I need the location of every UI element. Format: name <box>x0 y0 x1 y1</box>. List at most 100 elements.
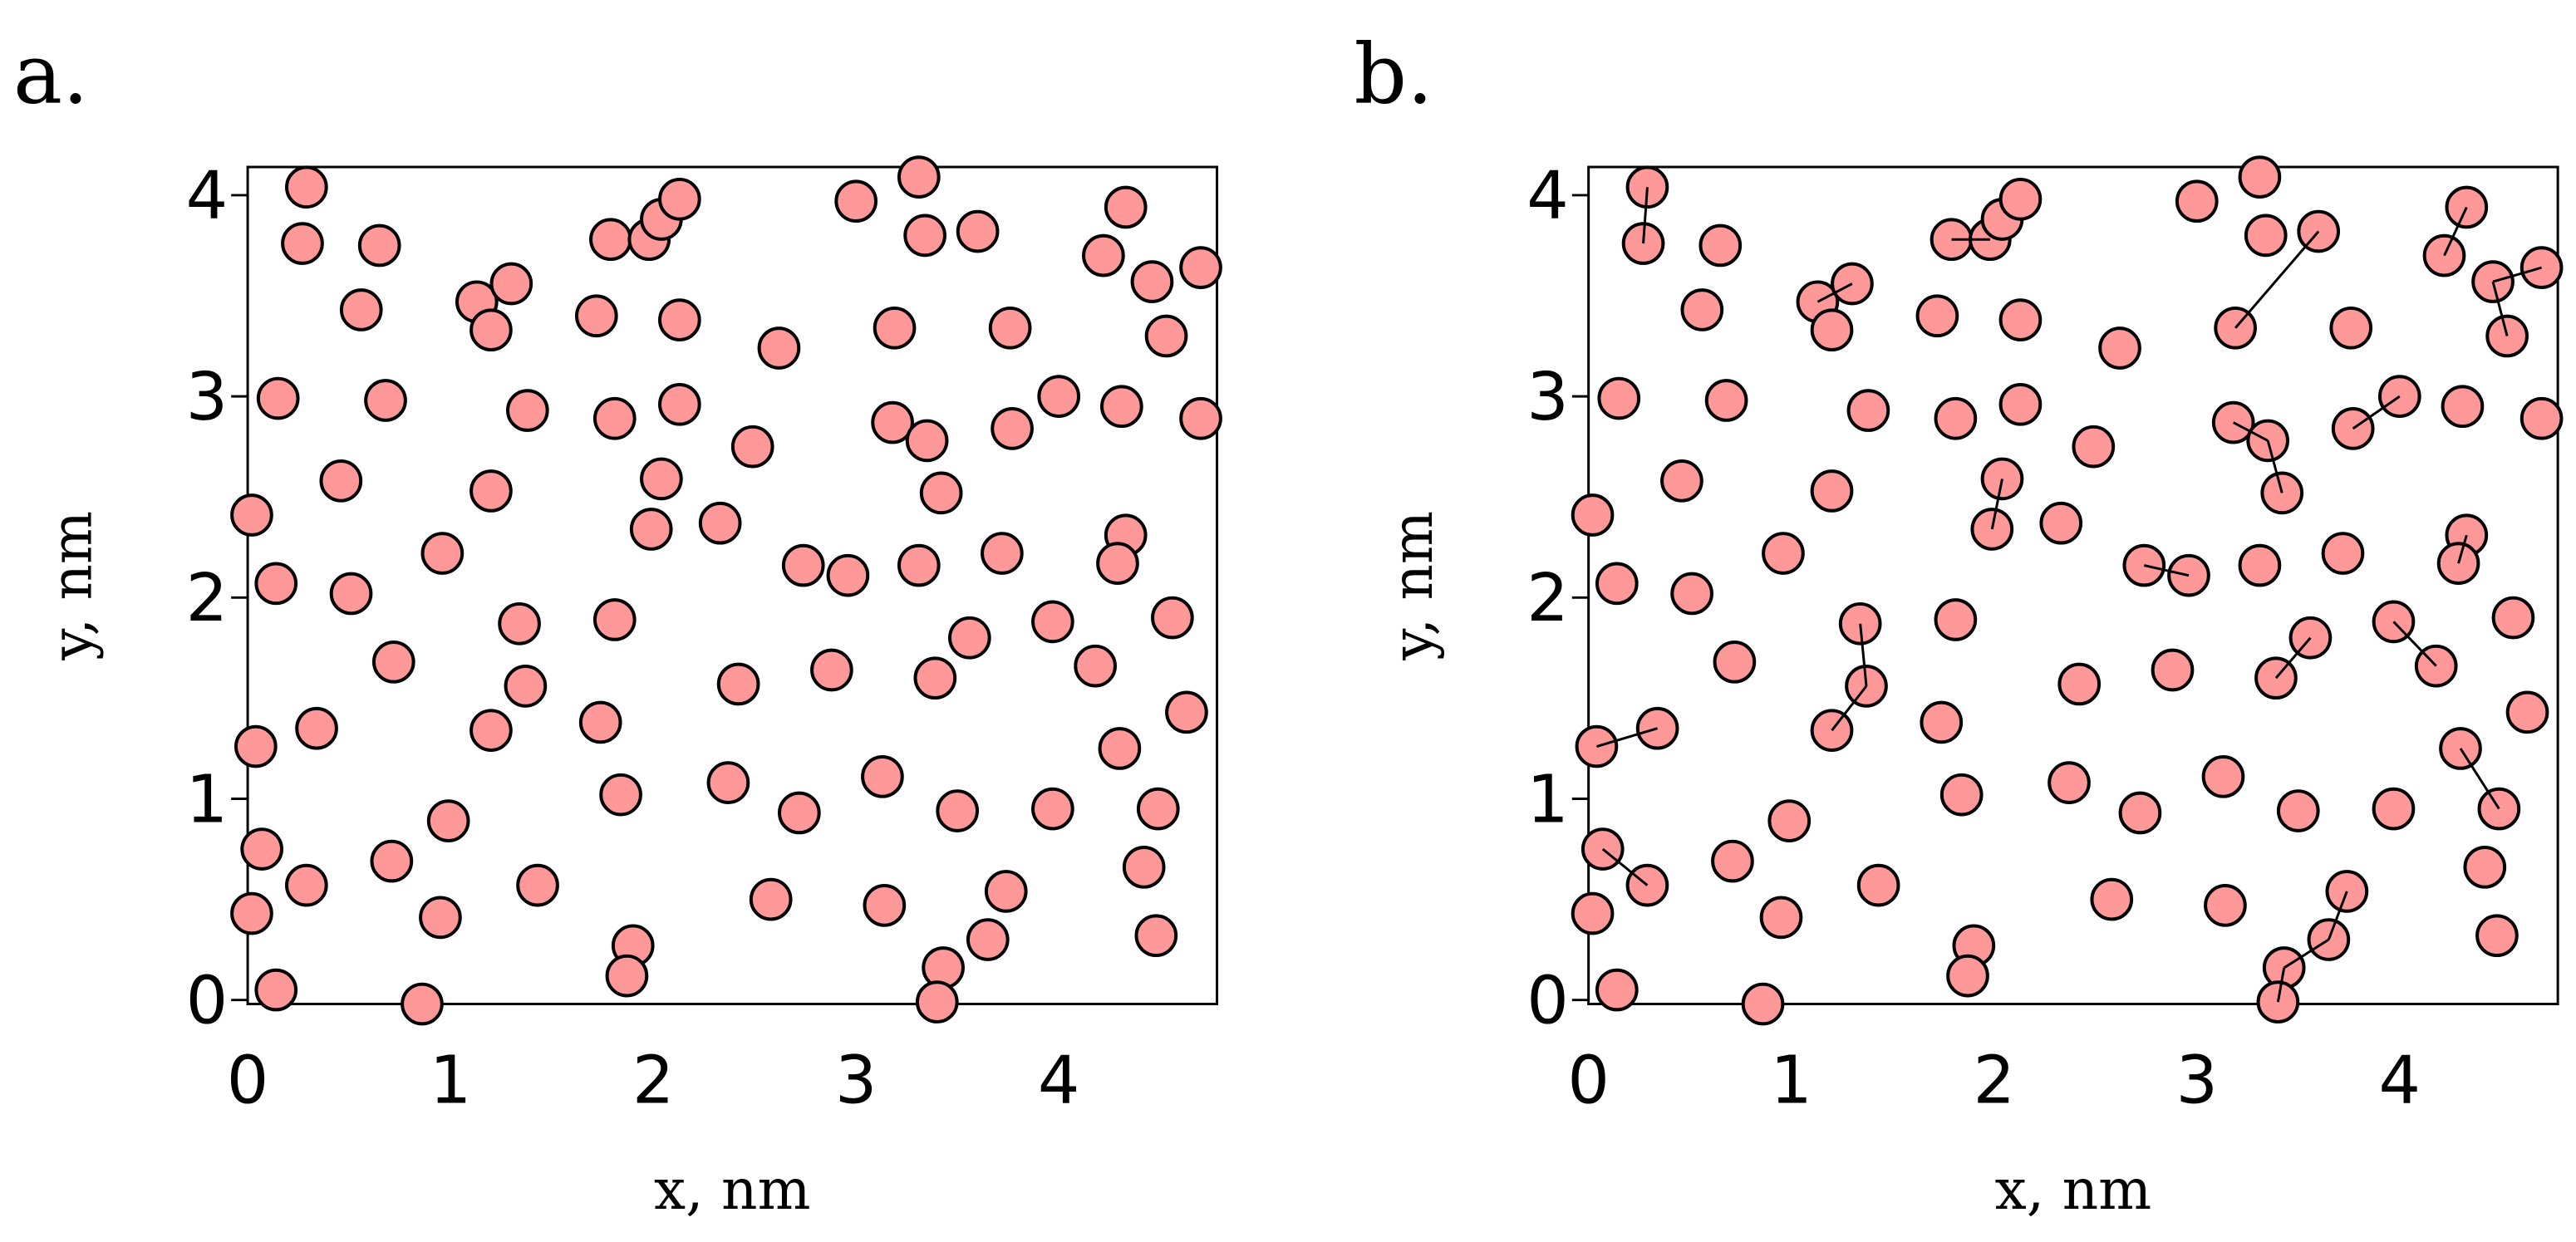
particle <box>1165 690 1208 734</box>
particle <box>516 863 559 907</box>
particle <box>1713 640 1757 684</box>
plot-frame <box>246 165 1219 1006</box>
particle <box>1130 260 1174 303</box>
particle <box>1096 542 1139 585</box>
particle <box>2098 326 2141 370</box>
bond <box>2283 938 2330 970</box>
particle <box>2329 306 2373 350</box>
particle <box>2475 914 2519 958</box>
particle <box>469 308 513 352</box>
y-tick-label: 2 <box>1526 559 1569 636</box>
particle <box>469 709 513 752</box>
particle <box>329 572 373 616</box>
bond <box>2491 281 2509 336</box>
particle <box>897 155 941 199</box>
particle <box>2463 846 2507 889</box>
panel-label: b. <box>1354 27 1433 123</box>
particle <box>504 665 548 708</box>
particle <box>1179 246 1222 289</box>
particle <box>1939 773 1984 817</box>
bond <box>1642 187 1649 244</box>
particle <box>498 601 541 646</box>
particle <box>2118 791 2162 835</box>
x-axis-label: x, nm <box>654 1156 811 1222</box>
y-tick-label: 3 <box>1526 358 1569 435</box>
particle <box>285 165 328 209</box>
particle <box>2238 543 2282 587</box>
x-tick-label: 3 <box>2175 1042 2218 1119</box>
particle <box>371 640 415 684</box>
particle <box>1759 896 1803 940</box>
particle <box>469 469 513 513</box>
x-tick-label: 4 <box>2379 1042 2421 1119</box>
particle <box>749 877 793 921</box>
y-tick-label: 4 <box>186 157 229 234</box>
particle <box>1571 891 1615 935</box>
bond <box>2352 395 2401 430</box>
particle <box>2505 690 2549 734</box>
y-tick-label: 1 <box>1526 760 1569 837</box>
particle <box>1136 787 1180 831</box>
particle <box>1122 846 1166 889</box>
particle <box>1660 459 1703 503</box>
x-tick-label: 3 <box>835 1042 878 1119</box>
particle <box>1934 396 1978 440</box>
particle <box>1920 700 1964 744</box>
particle <box>871 400 914 444</box>
bond <box>2492 266 2543 283</box>
particle <box>919 471 963 515</box>
particle <box>2072 425 2116 469</box>
particle <box>873 306 917 350</box>
particle <box>1151 596 1194 640</box>
particle <box>2372 787 2416 831</box>
particle <box>658 298 701 341</box>
particle <box>1100 385 1143 429</box>
particle <box>1810 308 1854 352</box>
particle <box>2048 761 2091 804</box>
particle <box>1597 376 1641 420</box>
particle <box>254 562 298 606</box>
particle <box>778 791 821 835</box>
particle <box>599 773 642 817</box>
particle <box>281 222 324 265</box>
particle <box>781 543 825 587</box>
y-axis-label: y, nm <box>1379 511 1445 661</box>
particle <box>1037 375 1081 418</box>
particle <box>1595 968 1639 1012</box>
particle <box>826 553 870 597</box>
bond <box>2266 440 2283 493</box>
particle <box>863 884 907 927</box>
y-tick-label: 1 <box>186 760 229 837</box>
particle <box>1810 469 1854 513</box>
particle <box>1998 298 2043 341</box>
y-tick-label: 0 <box>1526 962 1569 1039</box>
particle <box>1846 389 1890 432</box>
particle <box>1104 185 1148 229</box>
particle <box>2519 396 2564 440</box>
bond <box>2232 421 2269 442</box>
particle <box>1998 177 2043 221</box>
particle <box>589 218 632 262</box>
particle <box>905 419 949 463</box>
particle <box>903 214 946 258</box>
bond <box>2276 967 2286 1003</box>
particle <box>419 896 462 940</box>
particle <box>1934 598 1978 641</box>
particle <box>1767 799 1812 842</box>
particle <box>984 870 1028 913</box>
particle <box>2201 755 2245 798</box>
particle <box>1762 532 1805 575</box>
particle <box>1698 223 1743 268</box>
x-tick-label: 4 <box>1038 1042 1080 1119</box>
particle <box>1670 572 1713 616</box>
particle <box>698 501 742 545</box>
particle <box>420 532 465 575</box>
particle <box>574 294 618 338</box>
particle <box>605 954 649 998</box>
particle <box>2151 648 2195 692</box>
particle <box>629 508 673 551</box>
particle <box>592 396 637 440</box>
bond <box>1596 727 1659 748</box>
